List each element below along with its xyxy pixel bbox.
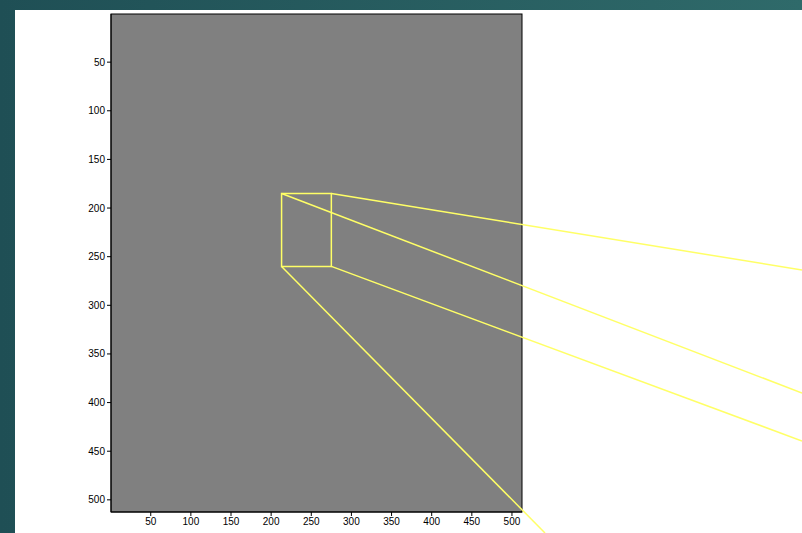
svg-text:100: 100	[88, 105, 105, 116]
svg-text:150: 150	[223, 516, 240, 527]
svg-text:200: 200	[88, 203, 105, 214]
svg-text:350: 350	[88, 348, 105, 359]
svg-text:150: 150	[88, 154, 105, 165]
svg-text:450: 450	[463, 516, 480, 527]
svg-text:250: 250	[303, 516, 320, 527]
svg-text:50: 50	[145, 516, 157, 527]
svg-text:50: 50	[94, 57, 106, 68]
svg-text:450: 450	[88, 446, 105, 457]
svg-text:250: 250	[88, 251, 105, 262]
svg-text:350: 350	[383, 516, 400, 527]
svg-text:400: 400	[88, 397, 105, 408]
svg-text:500: 500	[88, 494, 105, 505]
svg-text:500: 500	[504, 516, 521, 527]
svg-text:100: 100	[183, 516, 200, 527]
svg-text:300: 300	[343, 516, 360, 527]
svg-text:400: 400	[423, 516, 440, 527]
svg-text:300: 300	[88, 300, 105, 311]
svg-text:200: 200	[263, 516, 280, 527]
